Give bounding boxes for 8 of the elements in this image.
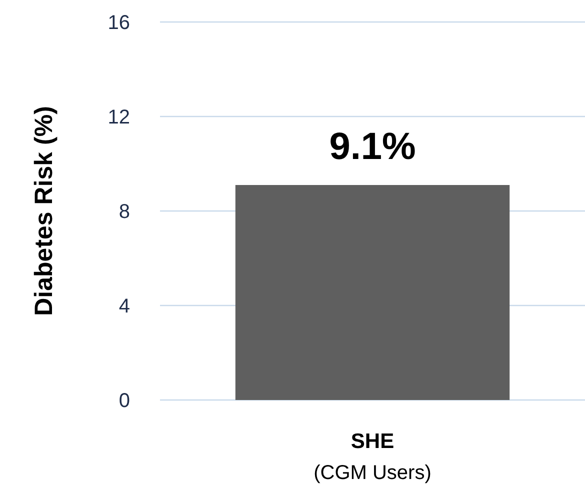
data-label: 9.1% <box>329 126 416 168</box>
y-axis-title: Diabetes Risk (%) <box>30 106 58 316</box>
y-tick-label: 4 <box>118 296 130 318</box>
x-tick-label: SHE (CGM Users) <box>314 430 432 484</box>
y-tick-label: 8 <box>118 201 130 223</box>
y-tick-label: 16 <box>108 12 130 34</box>
y-tick-label: 0 <box>118 390 130 412</box>
y-tick-label: 12 <box>108 106 130 128</box>
